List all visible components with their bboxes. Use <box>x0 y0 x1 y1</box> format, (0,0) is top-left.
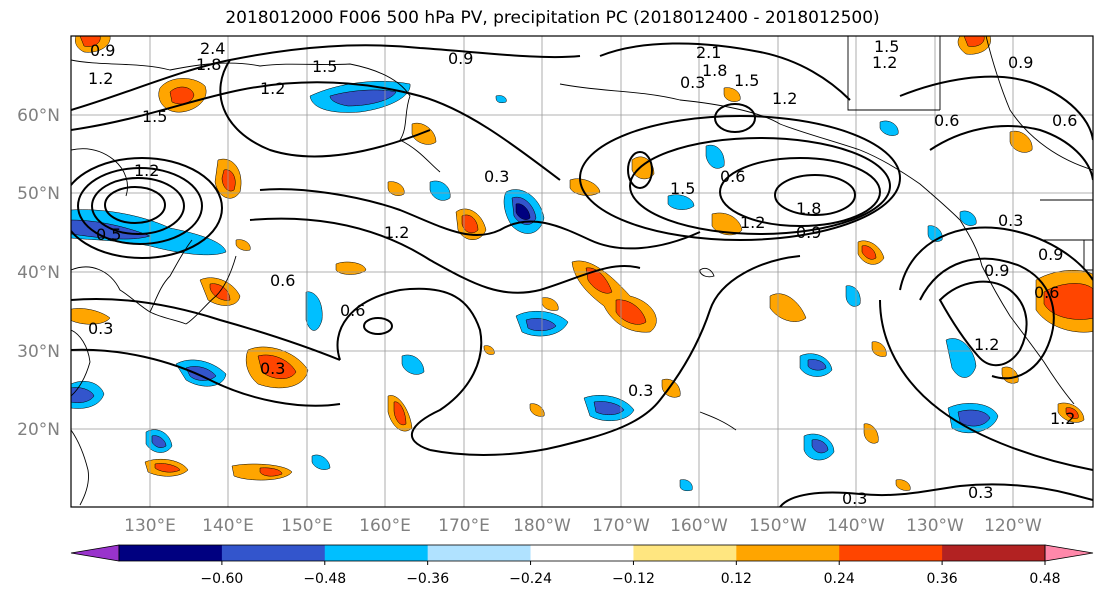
contour-label: 0.3 <box>998 211 1023 230</box>
contour-label: 1.5 <box>312 57 337 76</box>
lon-label: 120°W <box>984 516 1042 536</box>
graticule <box>71 36 1093 507</box>
contour-label: 1.8 <box>196 55 221 74</box>
contour-label: 0.3 <box>628 381 653 400</box>
colorbar-extend-low <box>70 544 120 562</box>
contour-label: 0.3 <box>968 483 993 502</box>
contour-label: 1.2 <box>974 335 999 354</box>
contour-label: 2.1 <box>696 43 721 62</box>
lat-label: 60°N <box>17 106 60 126</box>
colorbar-segment <box>221 545 326 561</box>
contour-label: 0.9 <box>448 49 473 68</box>
lon-label: 140°E <box>202 516 254 536</box>
lon-label: 170°E <box>438 516 490 536</box>
contour-label: 0.3 <box>842 489 867 508</box>
colorbar-tick-label: 0.48 <box>1029 571 1060 587</box>
lon-label: 180°W <box>513 516 571 536</box>
contour-label: 1.2 <box>740 213 765 232</box>
contour-label: 0.6 <box>720 167 745 186</box>
contour-label: 0.9 <box>1008 53 1033 72</box>
lon-labels: 130°E 140°E 150°E 160°E 170°E 180°W 170°… <box>124 516 1042 536</box>
contour-label: 1.2 <box>260 79 285 98</box>
colorbar-tick-label: 0.36 <box>927 571 958 587</box>
contour-label: 0.6 <box>340 301 365 320</box>
colorbar-extend-high <box>1044 544 1094 562</box>
colorbar-segment <box>427 545 532 561</box>
contour-label: 0.6 <box>1034 283 1059 302</box>
contour-label: 0.3 <box>88 319 113 338</box>
colorbar-tick-label: 0.12 <box>721 571 752 587</box>
contour-label: 1.5 <box>734 71 759 90</box>
contour-label: 0.3 <box>260 359 285 378</box>
colorbar-tick-label: −0.24 <box>509 571 552 587</box>
contour-label: 0.3 <box>484 167 509 186</box>
contour-label: 1.2 <box>1050 409 1075 428</box>
contour-label: 1.5 <box>142 107 167 126</box>
lon-label: 150°W <box>749 516 807 536</box>
colorbar-segment <box>530 545 634 561</box>
colorbar-tick-label: −0.60 <box>200 571 243 587</box>
contour-label: 0.9 <box>984 261 1009 280</box>
contour-label: 2.4 <box>200 39 225 58</box>
lon-label: 130°W <box>906 516 964 536</box>
lon-label: 160°W <box>670 516 728 536</box>
precip-anomaly-shading <box>71 36 1093 492</box>
contour-label: 1.2 <box>384 223 409 242</box>
contour-label: 1.8 <box>702 61 727 80</box>
colorbar-tick-label: −0.12 <box>612 571 655 587</box>
lon-label: 150°E <box>281 516 333 536</box>
colorbar-segment <box>942 545 1046 561</box>
pv-contours <box>71 42 1093 507</box>
lon-label: 170°W <box>592 516 650 536</box>
colorbar-segment <box>633 545 737 561</box>
map-title: 2018012000 F006 500 hPa PV, precipitatio… <box>225 8 880 28</box>
lat-label: 40°N <box>17 263 60 283</box>
colorbar: −0.60 −0.48 −0.36 −0.24 −0.12 0.12 0.24 0.36 0.4… <box>70 544 1094 587</box>
contour-label: 0.9 <box>90 41 115 60</box>
map-frame <box>70 35 1094 508</box>
colorbar-tick-label: −0.36 <box>406 571 449 587</box>
lat-label: 30°N <box>17 342 60 362</box>
contour-label: 0.6 <box>1052 111 1077 130</box>
colorbar-tick-label: 0.24 <box>824 571 855 587</box>
colorbar-segment <box>324 545 429 561</box>
colorbar-segment <box>119 545 223 561</box>
contour-label: 0.9 <box>796 223 821 242</box>
contour-label: 0.6 <box>270 271 295 290</box>
contour-label: 0.3 <box>680 73 705 92</box>
contour-label: 1.2 <box>872 53 897 72</box>
colorbar-border <box>118 544 1046 562</box>
contour-label: 1.2 <box>134 161 159 180</box>
lon-label: 160°E <box>359 516 411 536</box>
lon-label: 140°W <box>827 516 885 536</box>
contour-label: 0.5 <box>96 225 121 244</box>
contour-label: 1.5 <box>874 37 899 56</box>
lon-label: 130°E <box>124 516 176 536</box>
contour-labels: 0.9 1.2 2.4 1.8 1.5 1.2 0.9 2.1 1.8 1.5 … <box>88 37 1077 508</box>
colorbar-segment <box>839 545 943 561</box>
lat-label: 50°N <box>17 184 60 204</box>
contour-label: 1.2 <box>88 69 113 88</box>
contour-label: 0.9 <box>1038 245 1063 264</box>
contour-label: 1.5 <box>670 179 695 198</box>
lat-labels: 60°N 50°N 40°N 30°N 20°N <box>17 106 60 440</box>
contour-label: 1.2 <box>772 89 797 108</box>
colorbar-segment <box>736 545 840 561</box>
contour-label: 0.6 <box>934 111 959 130</box>
lat-label: 20°N <box>17 420 60 440</box>
contour-label: 1.8 <box>796 199 821 218</box>
colorbar-tick-label: −0.48 <box>303 571 346 587</box>
